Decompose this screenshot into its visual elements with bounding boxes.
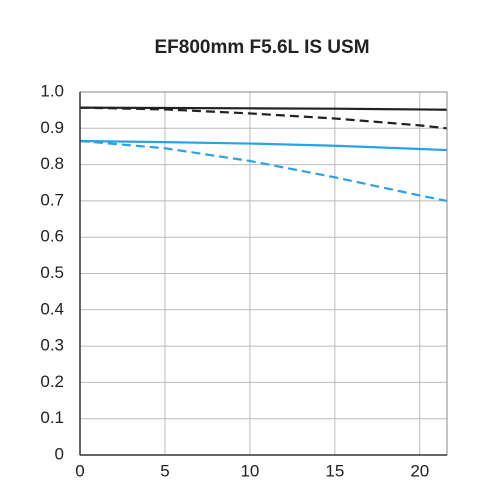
plot-lines: [79, 106, 448, 202]
x-tick-label: 10: [240, 461, 259, 480]
grid: [79, 91, 447, 456]
y-tick-label: 0.7: [40, 190, 64, 209]
y-tick-label: 0.5: [40, 263, 64, 282]
chart-title: EF800mm F5.6L IS USM: [154, 37, 369, 58]
series-line: [79, 106, 448, 130]
y-tick-label: 0: [55, 444, 64, 463]
y-tick-label: 0.1: [40, 408, 64, 427]
y-tick-label: 1.0: [40, 81, 64, 100]
y-tick-label: 0.6: [40, 227, 64, 246]
x-tick-label: 0: [75, 461, 84, 480]
y-tick-label: 0.2: [40, 372, 64, 391]
y-tick-label: 0.9: [40, 118, 64, 137]
x-tick-label: 20: [410, 461, 429, 480]
series-line: [79, 106, 448, 111]
y-tick-label: 0.3: [40, 336, 64, 355]
series-line: [79, 139, 448, 152]
series-line: [79, 139, 448, 202]
x-tick-label: 5: [160, 461, 169, 480]
y-tick-label: 0.4: [40, 299, 64, 318]
x-tick-label: 15: [325, 461, 344, 480]
y-tick-label: 0.8: [40, 154, 64, 173]
